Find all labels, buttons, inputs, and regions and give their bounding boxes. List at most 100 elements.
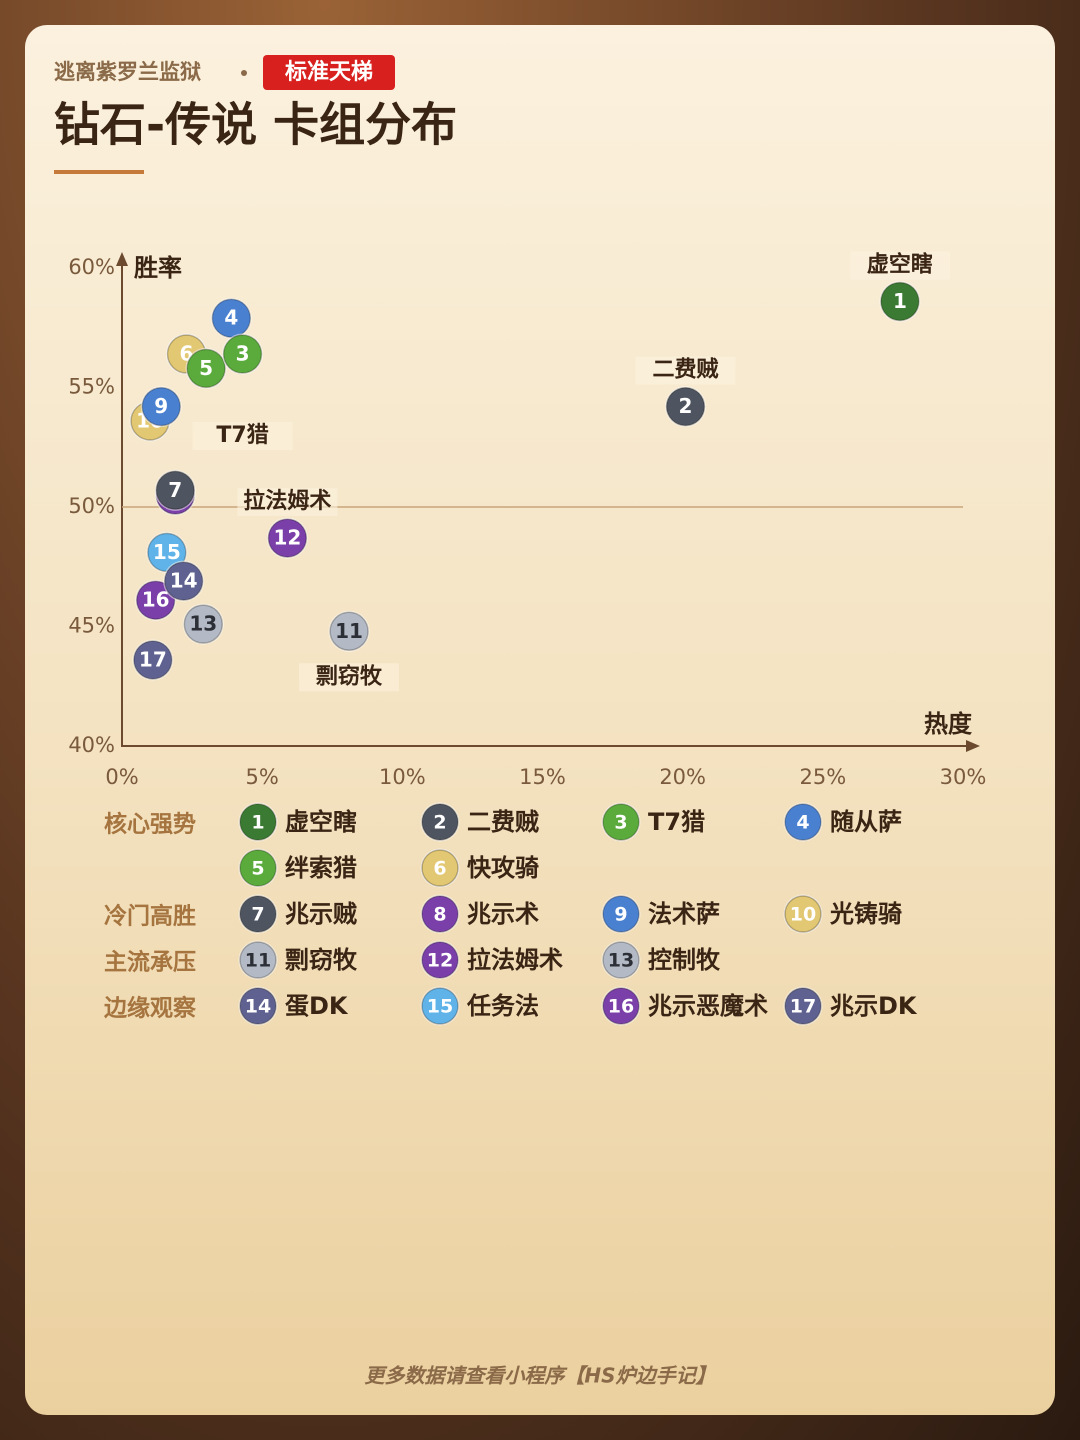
legend-swatch	[239, 987, 277, 1025]
legend-group: 主流承压	[104, 949, 196, 976]
x-tick-label: 10%	[379, 765, 426, 789]
x-axis-arrow	[966, 740, 980, 752]
annotation-bg	[849, 251, 950, 280]
legend-number: 11	[245, 950, 271, 972]
legend-label: 拉法姆术	[467, 946, 563, 974]
legend-number: 2	[433, 812, 446, 834]
point-number: 3	[236, 342, 250, 366]
chart: 逃离紫罗兰监狱 标准天梯 钻石-传说 卡组分布 胜率 热度 更多数据请查看小程序…	[54, 55, 987, 1388]
x-axis-title: 热度	[924, 710, 973, 738]
legend-group: 边缘观察	[104, 995, 197, 1022]
legend-group: 冷门高胜	[104, 903, 196, 930]
x-tick-label: 15%	[519, 765, 566, 789]
x-tick-label: 20%	[659, 765, 706, 789]
legend-swatch	[421, 803, 459, 841]
legend-swatch	[602, 941, 640, 979]
point-number: 13	[189, 612, 217, 636]
legend-label: 光铸骑	[829, 900, 902, 928]
legend-label: 二费贼	[467, 808, 539, 836]
y-tick-label: 60%	[68, 255, 115, 279]
legend-label: T7猎	[648, 808, 705, 836]
legend-number: 5	[251, 858, 264, 880]
data-point	[133, 640, 173, 680]
y-tick-label: 50%	[68, 494, 115, 518]
separator-dot	[241, 70, 247, 76]
point-number: 11	[335, 619, 363, 643]
annotation-bg	[237, 488, 338, 517]
y-tick-label: 45%	[68, 614, 115, 638]
legend-label: 法术萨	[648, 900, 720, 928]
legend-swatch	[602, 987, 640, 1025]
data-point	[329, 611, 369, 652]
point-annotation: T7猎	[216, 423, 268, 448]
footer-note: 更多数据请查看小程序【HS炉边手记】	[364, 1364, 715, 1388]
legend-number: 17	[790, 996, 816, 1018]
point-number: 9	[154, 394, 168, 418]
legend-number: 13	[608, 950, 634, 972]
point-number: 2	[679, 394, 693, 418]
data-point	[665, 386, 706, 427]
legend-swatch	[602, 895, 640, 933]
point-number: 7	[168, 478, 182, 502]
legend-group: 核心强势	[104, 811, 196, 838]
x-tick-label: 5%	[246, 765, 279, 789]
legend-number: 7	[251, 904, 264, 926]
legend-swatch	[421, 987, 459, 1025]
legend-number: 14	[245, 996, 271, 1018]
legend-swatch	[421, 941, 459, 979]
page-title: 钻石-传说 卡组分布	[54, 98, 457, 152]
point-number: 12	[273, 526, 301, 550]
legend-label: 兆示DK	[830, 992, 918, 1020]
point-number: 17	[139, 647, 167, 671]
x-tick-label: 25%	[799, 765, 846, 789]
point-number: 5	[199, 356, 213, 380]
data-point	[183, 604, 224, 644]
legend-number: 3	[614, 812, 627, 834]
data-point	[186, 348, 226, 389]
legend-swatch	[421, 849, 459, 887]
legend-label: 控制牧	[648, 946, 721, 974]
point-number: 4	[224, 306, 238, 330]
point-annotation: 剽窃牧	[316, 663, 383, 689]
legend-number: 9	[614, 904, 627, 926]
legend-number: 16	[608, 996, 634, 1018]
legend-label: 任务法	[466, 992, 539, 1020]
point-annotation: 拉法姆术	[243, 488, 331, 514]
y-axis-title: 胜率	[134, 254, 182, 282]
legend-swatch	[239, 849, 277, 887]
legend-swatch	[421, 895, 459, 933]
legend-label: 虚空瞎	[285, 808, 357, 836]
legend-swatch	[239, 803, 277, 841]
legend-label: 快攻骑	[467, 854, 539, 882]
y-axis-arrow	[116, 252, 128, 266]
legend-label: 绊索猎	[285, 854, 357, 882]
x-tick-label: 30%	[940, 765, 987, 789]
legend-label: 兆示恶魔术	[648, 992, 768, 1020]
legend-number: 10	[790, 904, 816, 926]
data-point	[267, 518, 308, 558]
data-point	[141, 386, 181, 427]
legend-swatch	[602, 803, 640, 841]
legend-swatch	[239, 941, 277, 979]
legend-label: 兆示贼	[285, 900, 357, 928]
annotation-bg	[635, 356, 736, 385]
legend-swatch	[784, 987, 822, 1025]
legend-label: 蛋DK	[285, 992, 349, 1020]
mode-badge	[263, 55, 395, 90]
legend-number: 6	[433, 858, 446, 880]
data-point	[222, 334, 263, 374]
game-name: 逃离紫罗兰监狱	[54, 60, 201, 84]
data-point	[880, 281, 920, 322]
point-number: 16	[142, 588, 170, 612]
data-point	[155, 470, 196, 511]
point-number: 14	[170, 569, 198, 593]
legend-number: 15	[427, 996, 453, 1018]
legend-swatch	[784, 803, 822, 841]
legend-label: 剽窃牧	[285, 946, 358, 974]
point-annotation: 二费贼	[652, 358, 718, 383]
data-point	[163, 561, 204, 601]
legend-number: 1	[251, 812, 264, 834]
legend-swatch	[239, 895, 277, 933]
legend-label: 兆示术	[467, 900, 539, 928]
